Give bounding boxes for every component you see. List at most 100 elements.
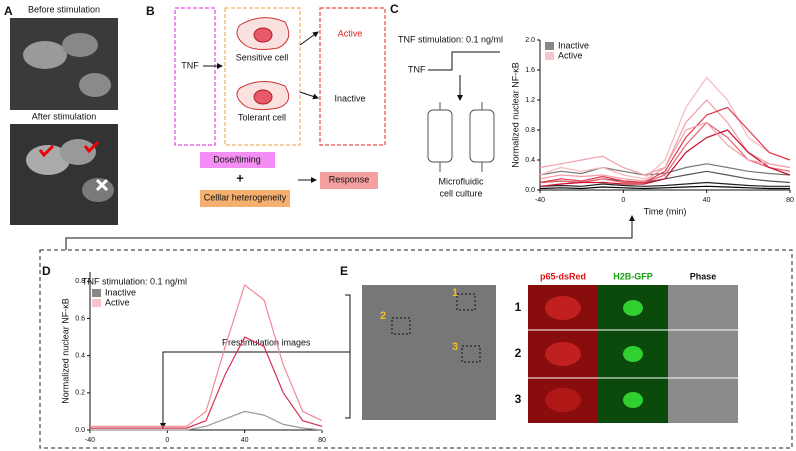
series-line	[539, 76, 791, 180]
chamber	[469, 109, 495, 163]
tile-column	[668, 285, 738, 423]
chamber	[427, 109, 453, 163]
y-axis-label: Normalized nuclear NF-κB	[60, 298, 70, 404]
cell	[79, 73, 111, 97]
legend-label: Inactive	[558, 40, 589, 50]
legend-swatch	[545, 42, 554, 50]
y-tick-label: 0.0	[525, 187, 535, 194]
cell-label: Sensitive cell	[236, 52, 289, 62]
series-line	[539, 106, 791, 184]
input-label: TNF	[181, 60, 199, 70]
nucleus	[623, 392, 643, 408]
factor-box	[200, 190, 290, 207]
y-tick-label: 1.6	[525, 67, 535, 74]
outcome-label: Active	[338, 28, 363, 38]
x-tick-label: 80	[318, 437, 326, 444]
cell-box	[224, 7, 301, 146]
y-tick-label: 0.8	[525, 127, 535, 134]
row-label: 2	[515, 346, 522, 360]
region-box	[391, 317, 411, 335]
outcome-label: Inactive	[334, 93, 365, 103]
region-label: 1	[452, 287, 458, 299]
outcome-box	[319, 7, 386, 146]
x-tick-label: 80	[786, 197, 794, 204]
panel-label: E	[340, 264, 348, 278]
row-label: 3	[515, 392, 522, 406]
plus: +	[236, 170, 244, 185]
detail-box	[39, 249, 793, 449]
nucleus	[253, 27, 273, 43]
series-line	[90, 284, 323, 427]
tile-divider	[528, 329, 738, 379]
y-tick-label: 0.2	[75, 390, 85, 397]
arrow	[299, 31, 319, 46]
legend-swatch	[92, 299, 101, 307]
region-box	[456, 293, 476, 311]
response-label: Response	[329, 174, 370, 184]
field-image	[362, 285, 496, 420]
tile-grid	[528, 285, 738, 423]
cross-mark	[95, 178, 109, 192]
micrograph	[10, 124, 118, 225]
factor-label: Celllar heterogeneity	[204, 192, 287, 202]
series-line	[539, 181, 790, 187]
caption: After stimulation	[32, 111, 97, 121]
annotation: Prestimulation images	[222, 337, 311, 347]
response-box	[320, 172, 378, 189]
cell	[23, 41, 67, 69]
cell	[545, 388, 581, 412]
legend-label: Active	[105, 297, 130, 307]
row-label: 1	[515, 300, 522, 314]
x-tick-label: 0	[165, 437, 169, 444]
connector	[65, 215, 635, 250]
micrograph	[10, 18, 118, 110]
cell	[545, 342, 581, 366]
series-line	[539, 163, 791, 176]
panel-label: C	[390, 2, 399, 16]
panel-label: B	[146, 4, 155, 18]
region-label: 3	[452, 341, 458, 353]
cell-label: Tolerant cell	[238, 112, 286, 122]
check-mark	[38, 144, 55, 158]
panel-label: A	[4, 4, 13, 18]
caption: Before stimulation	[28, 4, 100, 14]
input-box	[174, 7, 216, 146]
y-tick-label: 0.8	[75, 278, 85, 285]
annotation: TNF stimulation: 0.1 ng/ml	[82, 276, 187, 286]
tubing	[439, 102, 483, 172]
x-tick-label: 40	[703, 197, 711, 204]
factor-label: Dose/timing	[213, 154, 261, 164]
y-axis-label: Normalized nuclear NF-κB	[510, 62, 520, 168]
series-line	[90, 410, 323, 431]
series-line	[90, 336, 323, 429]
caption: cell culture	[439, 188, 482, 198]
nucleus	[623, 346, 643, 362]
input-label: TNF	[408, 64, 426, 74]
x-tick-label: -40	[85, 437, 95, 444]
annotation-arrow	[160, 351, 350, 429]
series-line	[539, 185, 790, 190]
x-axis-label: Time (min)	[644, 206, 687, 216]
cell	[60, 139, 96, 165]
cell	[62, 33, 98, 57]
x-tick-label: 40	[241, 437, 249, 444]
x-tick-label: 0	[621, 197, 625, 204]
step-profile	[428, 51, 500, 71]
cell	[545, 296, 581, 320]
legend-label: Active	[558, 50, 583, 60]
check-mark	[83, 140, 100, 154]
legend-swatch	[545, 52, 554, 60]
legend-swatch	[92, 289, 101, 297]
region-label: 2	[380, 310, 386, 322]
series-line	[539, 121, 791, 176]
y-tick-label: 0.4	[525, 157, 535, 164]
channel-label: p65-dsRed	[540, 271, 586, 281]
y-tick-label: 0.4	[75, 352, 85, 359]
nucleus	[253, 89, 273, 105]
y-tick-label: 0.0	[75, 427, 85, 434]
nucleus	[623, 300, 643, 316]
y-tick-label: 0.6	[75, 315, 85, 322]
arrow	[299, 91, 319, 100]
